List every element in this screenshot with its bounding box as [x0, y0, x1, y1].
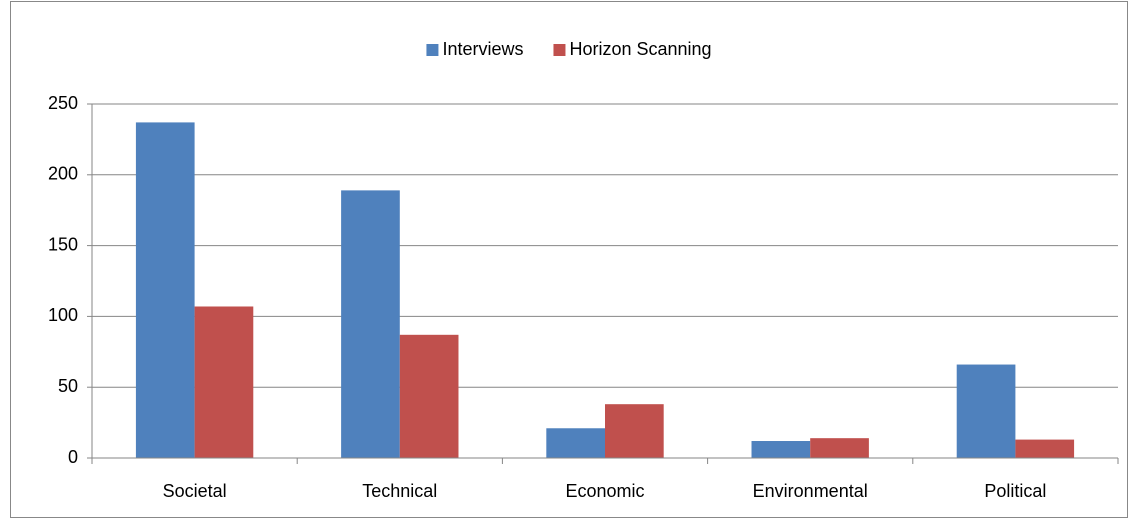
- bar: [810, 438, 869, 458]
- y-tick-label: 250: [48, 93, 78, 113]
- x-tick-label: Environmental: [753, 481, 868, 501]
- x-tick-label: Economic: [565, 481, 644, 501]
- y-tick-label: 0: [68, 447, 78, 467]
- bar: [605, 404, 664, 458]
- bar: [956, 364, 1016, 458]
- legend-label: Interviews: [442, 39, 523, 59]
- x-tick-label: Political: [984, 481, 1046, 501]
- x-tick-label: Technical: [362, 481, 437, 501]
- legend-swatch: [426, 44, 439, 56]
- legend-label: Horizon Scanning: [569, 39, 711, 59]
- x-tick-label: Societal: [163, 481, 227, 501]
- legend-swatch: [553, 44, 566, 56]
- y-tick-label: 200: [48, 164, 78, 184]
- bar: [194, 306, 254, 458]
- y-tick-label: 150: [48, 234, 78, 254]
- y-tick-label: 100: [48, 305, 78, 325]
- bar: [341, 190, 400, 458]
- bar: [399, 334, 459, 458]
- bar: [1015, 439, 1075, 458]
- y-tick-label: 50: [58, 376, 78, 396]
- bar: [751, 441, 811, 458]
- bar: [546, 428, 605, 458]
- bar: [135, 122, 195, 459]
